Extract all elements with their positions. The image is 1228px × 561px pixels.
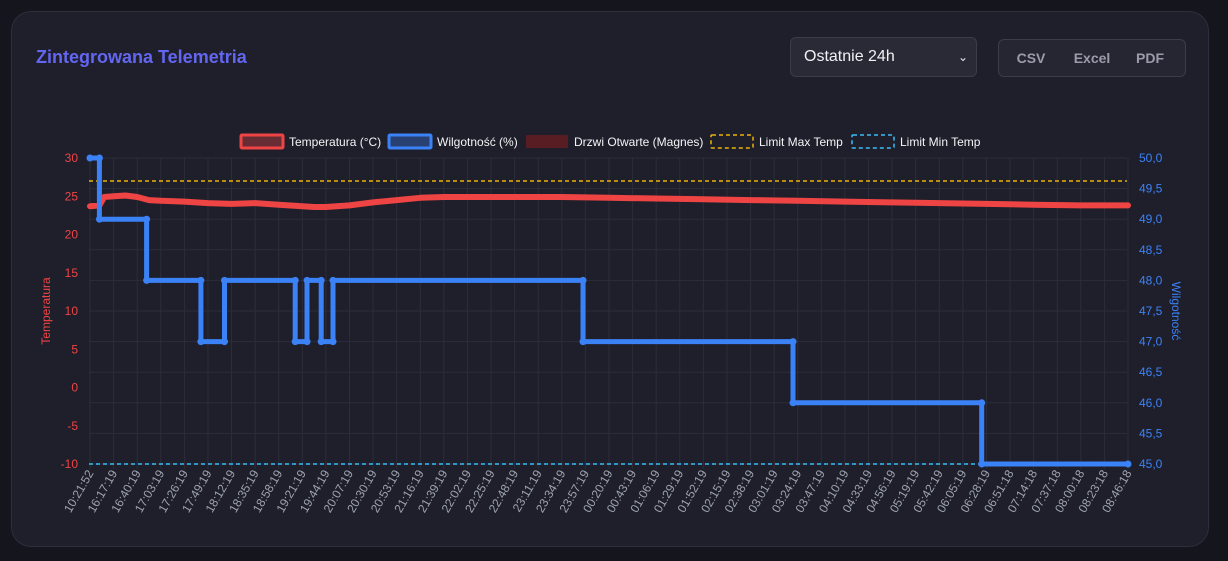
y-right-tick-label: 48,5 bbox=[1139, 243, 1163, 257]
humidity-point bbox=[95, 215, 103, 223]
humidity-point bbox=[579, 276, 587, 284]
legend-label: Limit Min Temp bbox=[900, 135, 981, 149]
humidity-point bbox=[978, 399, 986, 407]
legend-swatch bbox=[851, 134, 895, 149]
y-left-tick-label: 30 bbox=[65, 151, 79, 165]
legend-swatch bbox=[710, 134, 754, 149]
y-right-tick-label: 49,0 bbox=[1139, 212, 1163, 226]
humidity-point bbox=[143, 215, 151, 223]
export-csv-button[interactable]: CSV bbox=[1016, 50, 1046, 66]
humidity-point bbox=[220, 338, 228, 346]
humidity-point bbox=[317, 338, 325, 346]
y-right-tick-label: 46,5 bbox=[1139, 365, 1163, 379]
export-excel-button[interactable]: Excel bbox=[1073, 50, 1111, 66]
y-right-tick-label: 45,5 bbox=[1139, 426, 1163, 440]
y-left-tick-label: -5 bbox=[67, 419, 78, 433]
humidity-series-line bbox=[87, 155, 1131, 467]
time-range-value: Ostatnie 24h bbox=[804, 48, 895, 65]
y-left-tick-label: 0 bbox=[71, 381, 78, 395]
legend-swatch bbox=[239, 133, 285, 150]
y-left-tick-label: 20 bbox=[65, 228, 79, 242]
y-left-tick-label: 10 bbox=[65, 304, 79, 318]
y-right-tick-label: 50,0 bbox=[1139, 151, 1163, 165]
y-left-axis-title: Temperatura bbox=[39, 277, 53, 345]
humidity-point bbox=[317, 276, 325, 284]
humidity-point bbox=[303, 276, 311, 284]
legend-label: Wilgotność (%) bbox=[437, 135, 518, 149]
export-button-group: CSV Excel PDF bbox=[998, 39, 1186, 77]
humidity-point bbox=[579, 338, 587, 346]
export-pdf-button[interactable]: PDF bbox=[1136, 50, 1164, 66]
humidity-point bbox=[303, 338, 311, 346]
humidity-point bbox=[86, 154, 94, 162]
y-left-tick-label: 5 bbox=[71, 342, 78, 356]
humidity-point bbox=[789, 338, 797, 346]
y-right-axis-title: Wilgotność bbox=[1169, 282, 1183, 341]
humidity-point bbox=[329, 338, 337, 346]
humidity-point bbox=[291, 276, 299, 284]
humidity-point bbox=[329, 276, 337, 284]
y-left-tick-label: -10 bbox=[61, 457, 79, 471]
humidity-point bbox=[291, 338, 299, 346]
humidity-point bbox=[197, 276, 205, 284]
telemetry-card: Zintegrowana Telemetria Ostatnie 24h ⌄ C… bbox=[11, 11, 1209, 547]
legend-swatch bbox=[526, 135, 568, 148]
humidity-point bbox=[197, 338, 205, 346]
humidity-point bbox=[220, 276, 228, 284]
y-right-tick-label: 49,5 bbox=[1139, 182, 1163, 196]
humidity-point bbox=[143, 276, 151, 284]
humidity-point bbox=[978, 460, 986, 468]
y-left-tick-label: 15 bbox=[65, 266, 79, 280]
y-right-tick-label: 48,0 bbox=[1139, 273, 1163, 287]
humidity-point bbox=[789, 399, 797, 407]
y-right-tick-label: 47,0 bbox=[1139, 335, 1163, 349]
legend-label: Temperatura (°C) bbox=[289, 135, 381, 149]
page-title: Zintegrowana Telemetria bbox=[36, 47, 247, 67]
legend-label: Drzwi Otwarte (Magnes) bbox=[574, 135, 703, 149]
humidity-point bbox=[95, 154, 103, 162]
legend-swatch bbox=[387, 133, 433, 150]
y-right-tick-label: 45,0 bbox=[1139, 457, 1163, 471]
y-right-tick-label: 46,0 bbox=[1139, 396, 1163, 410]
y-right-tick-label: 47,5 bbox=[1139, 304, 1163, 318]
humidity-point bbox=[1124, 460, 1132, 468]
temperature-series-line bbox=[87, 192, 1131, 210]
chevron-down-icon: ⌄ bbox=[957, 50, 968, 64]
legend-label: Limit Max Temp bbox=[759, 135, 843, 149]
y-left-tick-label: 25 bbox=[65, 189, 79, 203]
time-range-select[interactable]: Ostatnie 24h ⌄ bbox=[790, 37, 977, 77]
